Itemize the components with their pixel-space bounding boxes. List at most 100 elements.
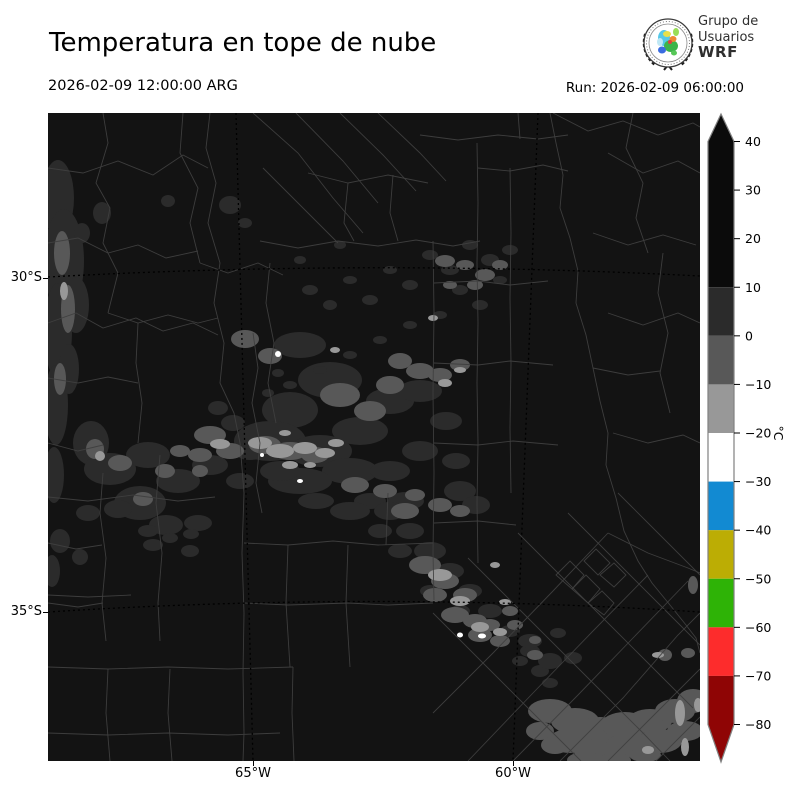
cloud-patch-medium (467, 280, 483, 290)
boundary-line (607, 152, 700, 174)
cloud-patch-medium (599, 753, 631, 761)
cloud-patch-light (490, 562, 500, 568)
colorbar-tick-label: −40 (745, 523, 771, 538)
cloud-patch-light (454, 367, 466, 373)
logo-line-3: WRF (698, 43, 738, 61)
cloud-patch-medium (133, 492, 153, 506)
cloud-patch-medium (192, 465, 208, 477)
colorbar-segment (708, 627, 734, 676)
boundary-line (433, 280, 549, 286)
boundary-line (291, 666, 295, 761)
run-time-label: Run: 2026-02-09 06:00:00 (565, 80, 744, 96)
cloud-patch-white (275, 351, 281, 357)
boundary-line (657, 252, 671, 414)
boundary-line (377, 113, 447, 182)
colorbar-segment (708, 530, 734, 579)
boundary-line (243, 602, 434, 606)
boundary-line (243, 540, 434, 546)
boundary-line (571, 574, 601, 604)
page-title: Temperatura en tope de nube (49, 28, 437, 58)
cloud-patch-light (681, 738, 689, 756)
cloud-patch-dark (48, 555, 60, 587)
boundary-line (48, 666, 294, 670)
cloud-patch-dark (274, 332, 326, 358)
cloud-patch-medium (450, 505, 470, 517)
colorbar-segment (708, 335, 734, 385)
boundary-line (517, 532, 694, 709)
boundary-line (48, 237, 199, 259)
cloud-patch-light (675, 700, 685, 726)
cloud-patch-medium (541, 736, 569, 754)
boundary-line (48, 494, 216, 502)
cloud-patch-light (304, 462, 316, 468)
cloud-patch-dark (550, 628, 566, 638)
cloud-patch-dark (181, 545, 199, 557)
colorbar-tick-label: 0 (745, 328, 753, 343)
cloud-patch-light (652, 652, 664, 658)
x-axis-tick-mark (252, 761, 254, 766)
cloud-patch-white (260, 453, 264, 457)
boundary-line (433, 440, 559, 446)
cloud-patch-light (428, 315, 438, 321)
cloud-patch-medium (507, 620, 523, 630)
cloud-patch-dark (219, 196, 241, 214)
colorbar-tick-label: −80 (745, 717, 771, 732)
logo-line-1: Grupo de (698, 14, 759, 29)
boundary-line (512, 580, 689, 761)
boundary-line (432, 532, 609, 714)
cloud-patch-medium (373, 484, 397, 498)
boundary-line (617, 492, 700, 576)
boundary-line (252, 113, 364, 234)
boundary-line (339, 113, 417, 192)
cloud-patch-dark (330, 502, 370, 520)
cloud-patch-dark (298, 493, 334, 509)
cloud-patch-dark (452, 285, 468, 295)
boundary-line (48, 154, 209, 176)
colorbar-tick-label: 20 (745, 231, 761, 246)
cloud-patch-dark (402, 280, 418, 290)
boundary-line (476, 142, 479, 564)
boundary-line (467, 574, 649, 761)
cloud-patch-light (428, 569, 452, 581)
cloud-patch-medium (428, 498, 452, 512)
cloud-patch-medium (658, 649, 672, 661)
colorbar-segment (708, 384, 734, 433)
cloud-patch-light (438, 379, 452, 387)
cloud-field (48, 160, 700, 761)
boundary-line (555, 560, 585, 590)
cloud-patch-medium (54, 231, 70, 275)
boundary-line (552, 113, 700, 136)
cloud-patch-dark (396, 523, 424, 539)
cloud-patch-dark (414, 542, 446, 560)
y-axis-tick-label: 35°S (10, 604, 42, 619)
cloud-patch-medium (376, 376, 404, 394)
cloud-patch-medium (567, 752, 603, 761)
cloud-patch-dark (322, 458, 378, 484)
cloud-patch-dark (226, 473, 254, 489)
x-axis-tick-label: 60°W (495, 766, 531, 781)
cloud-patch-dark (283, 381, 297, 389)
cloud-patch-light (499, 599, 511, 605)
map-svg (48, 113, 700, 761)
cloud-patch-dark (512, 656, 528, 666)
colorbar-tick-label: −50 (745, 571, 771, 586)
colorbar-svg: 40 30 20 10 0 −10 −20 −30 −40 −50 −60 −70 −80 °C (707, 112, 786, 764)
boundary-line (48, 732, 281, 736)
cloud-patch-dark (343, 276, 357, 284)
boundary-line (107, 312, 219, 324)
cloud-patch-dark (143, 539, 163, 551)
cloud-patch-medium (502, 606, 518, 616)
cloud-patch-dark (472, 300, 488, 310)
cloud-patch-dark (538, 653, 562, 669)
wrf-logo-text: Grupo de Usuarios WRF (698, 14, 758, 61)
cloud-patch-light (60, 282, 68, 300)
cloud-patch-dark (402, 441, 438, 461)
cloud-patch-dark (221, 415, 245, 431)
cloud-patch-light (279, 430, 291, 436)
y-axis-tick-mark (43, 277, 48, 279)
cloud-patch-light (210, 439, 230, 449)
cloud-patch-dark (302, 285, 318, 295)
colorbar-segment (708, 287, 734, 336)
cloud-patch-dark (48, 447, 64, 503)
boundary-line (432, 612, 582, 761)
